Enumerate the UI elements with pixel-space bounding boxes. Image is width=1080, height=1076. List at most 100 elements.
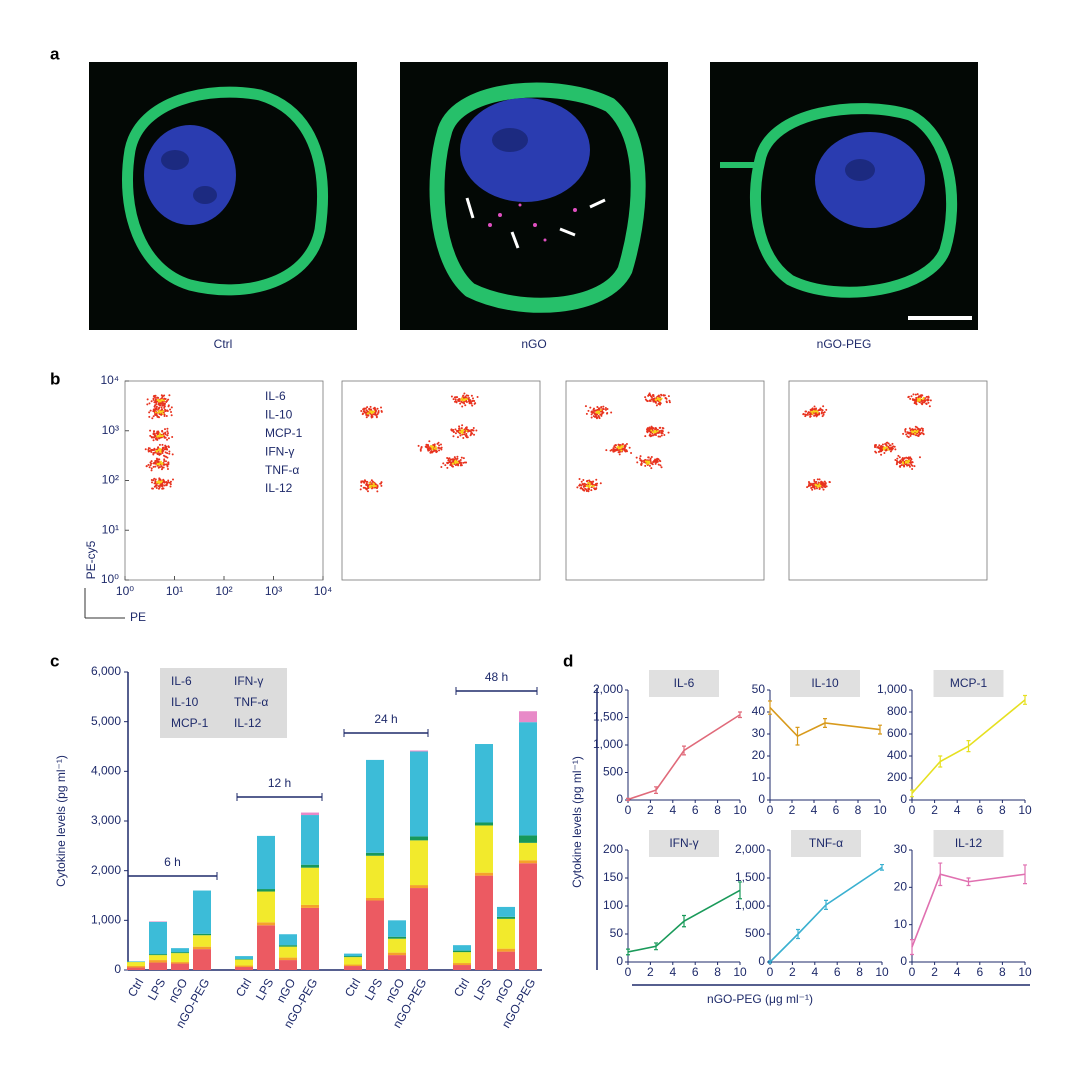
event-dot: [661, 430, 664, 433]
event-dot: [923, 401, 926, 404]
event-dot: [463, 428, 466, 431]
event-dot: [162, 404, 165, 407]
event-dot: [148, 447, 151, 450]
x-tick-label: 8: [999, 803, 1006, 817]
event-dot: [465, 400, 468, 403]
event-dot: [459, 464, 462, 467]
event-dot: [646, 428, 649, 431]
event-dot: [927, 395, 930, 398]
event-dot: [158, 486, 161, 489]
title-box: [649, 670, 719, 697]
event-dot: [161, 399, 164, 402]
event-dot: [166, 409, 169, 412]
cluster: [802, 405, 828, 418]
bar-segment: [344, 964, 362, 967]
nucleus: [460, 98, 590, 202]
event-dot: [165, 414, 168, 417]
cluster: [806, 478, 831, 491]
legend-label: IL-10: [171, 695, 199, 709]
line: [769, 707, 881, 738]
event-dot: [164, 398, 167, 401]
event-dot: [163, 428, 166, 431]
event-dot: [464, 426, 467, 429]
event-dot: [578, 477, 581, 480]
event-dot: [164, 451, 167, 454]
event-dot: [918, 399, 921, 402]
event-dot: [591, 485, 594, 488]
event-dot: [925, 402, 928, 405]
event-dot: [154, 480, 157, 483]
event-dot: [458, 425, 461, 428]
event-dot: [153, 430, 156, 433]
x-tick-label: 6: [833, 803, 840, 817]
event-dot: [370, 408, 373, 411]
bar-segment: [149, 955, 167, 961]
event-dot: [426, 448, 429, 451]
event-dot: [640, 462, 643, 465]
y-tick-label: 10²: [102, 473, 119, 487]
event-dot: [659, 464, 662, 467]
event-dot: [150, 469, 153, 472]
event-dot: [452, 398, 455, 401]
event-dot: [818, 408, 821, 411]
bar-segment: [410, 750, 428, 752]
event-dot: [465, 432, 468, 435]
event-dot: [419, 448, 422, 451]
event-dot: [366, 406, 369, 409]
bar-segment: [171, 962, 189, 964]
event-dot: [166, 432, 169, 435]
event-dot: [883, 451, 886, 454]
x-tick-label: 10⁴: [314, 584, 333, 598]
event-dot: [815, 487, 818, 490]
legend-box: [160, 668, 287, 738]
event-dot: [366, 487, 369, 490]
bar-segment: [149, 960, 167, 963]
event-dot: [154, 478, 157, 481]
error-bar: [682, 914, 686, 928]
event-dot: [904, 430, 907, 433]
event-dot: [452, 462, 455, 465]
event-dot: [929, 399, 932, 402]
event-dot: [434, 446, 437, 449]
event-dot: [919, 433, 922, 436]
bar-segment: [257, 925, 275, 970]
event-dot: [152, 397, 155, 400]
event-dot: [163, 413, 166, 416]
event-dot: [162, 479, 165, 482]
event-dot: [460, 456, 463, 459]
event-dot: [157, 460, 160, 463]
bar-segment: [453, 945, 471, 951]
event-dot: [164, 460, 167, 463]
x-tick-label: 10¹: [166, 584, 183, 598]
event-dot: [660, 397, 663, 400]
event-dot: [650, 396, 653, 399]
event-dot: [159, 400, 162, 403]
event-dot: [906, 457, 909, 460]
error-bar: [626, 948, 630, 956]
event-dot: [471, 404, 474, 407]
event-dot: [599, 482, 602, 485]
event-dot: [920, 427, 923, 430]
bar-segment: [149, 962, 167, 970]
event-dot: [646, 430, 649, 433]
event-dot: [150, 448, 153, 451]
panel-label: d: [563, 651, 573, 670]
event-dot: [366, 480, 369, 483]
event-dot: [150, 450, 153, 453]
error-bar: [626, 797, 630, 802]
event-dot: [655, 458, 658, 461]
event-dot: [590, 416, 593, 419]
event-dot: [379, 482, 382, 485]
chart-title: IL-6: [674, 676, 695, 690]
event-dot: [650, 467, 653, 470]
event-dot: [894, 458, 897, 461]
cluster: [907, 393, 932, 408]
line: [627, 714, 741, 801]
event-dot: [169, 483, 172, 486]
event-dot: [654, 427, 657, 430]
event-dot: [151, 487, 154, 490]
event-dot: [668, 399, 671, 402]
nucleus: [144, 125, 236, 225]
event-dot: [811, 488, 814, 491]
